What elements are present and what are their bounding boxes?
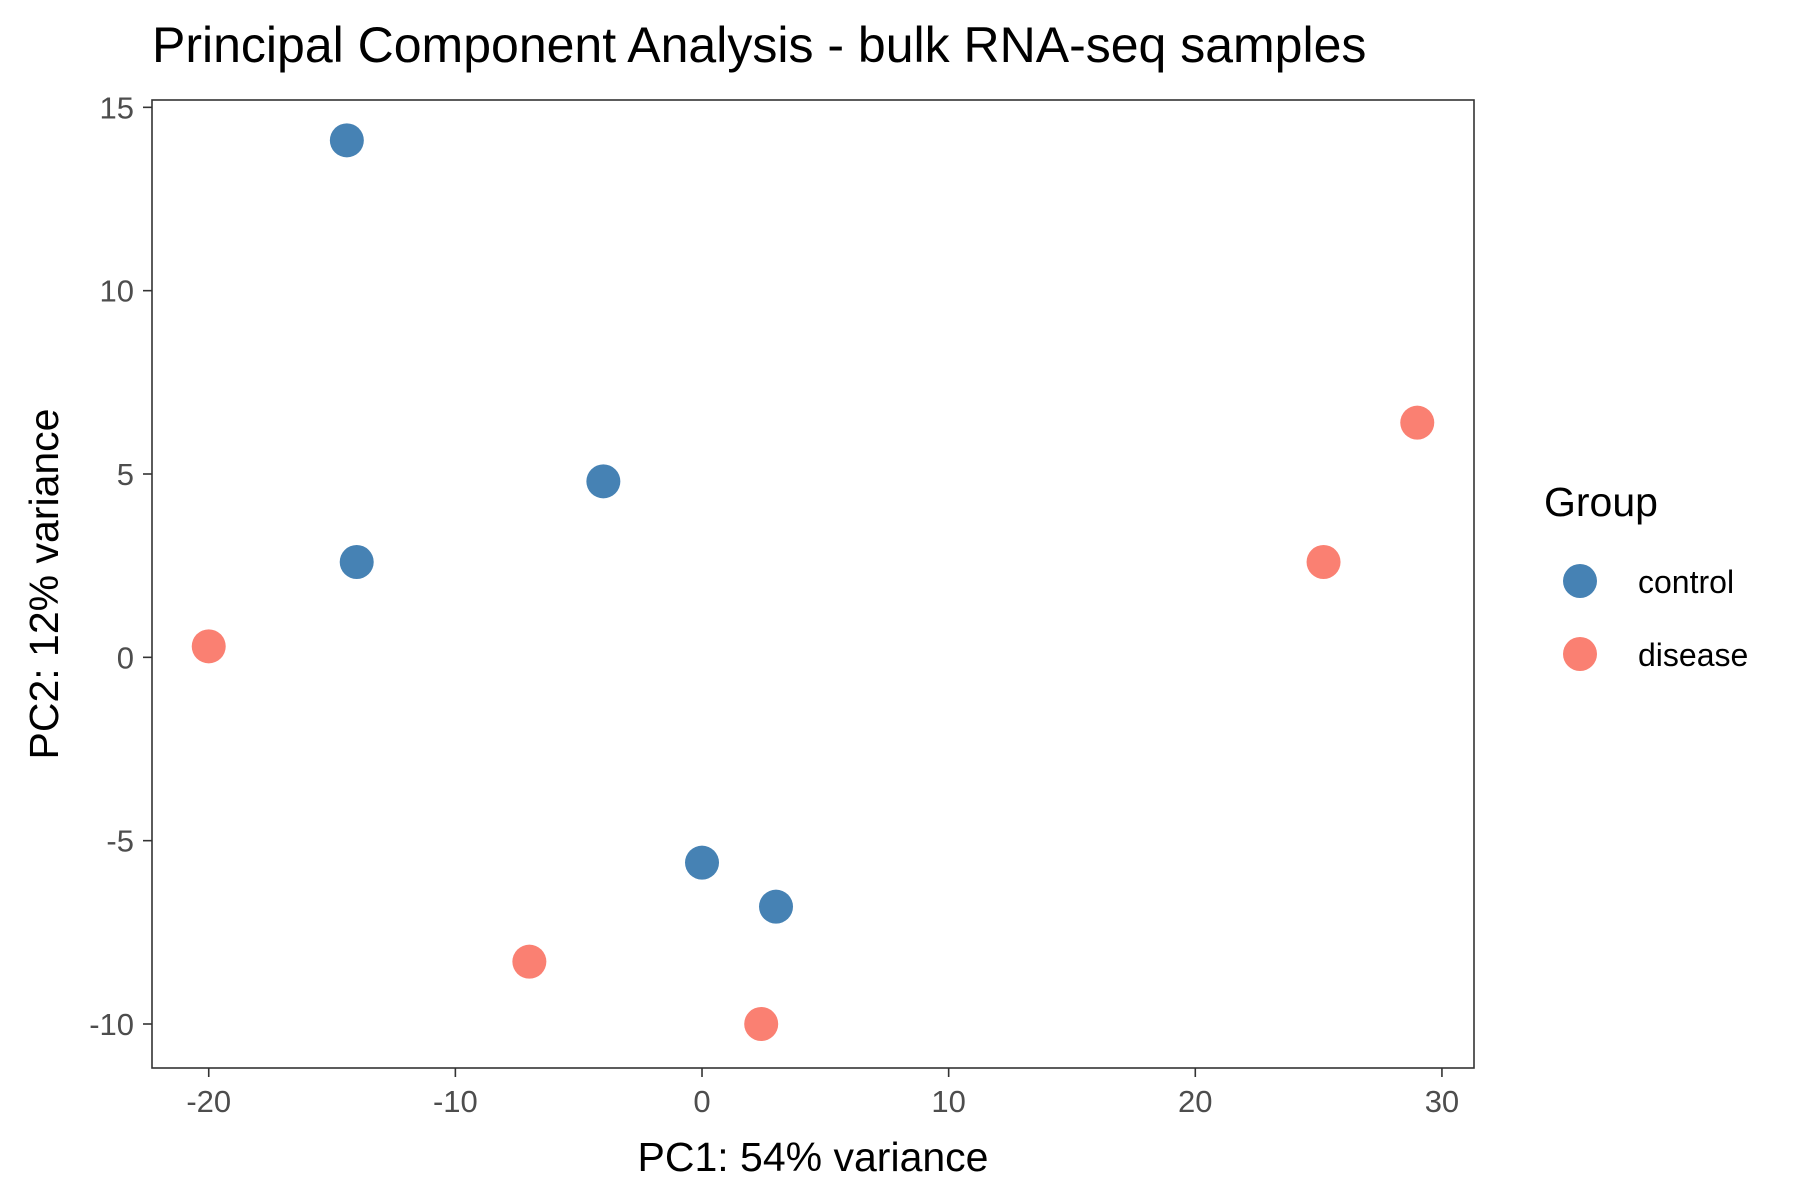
y-tick-label: 0 xyxy=(117,640,134,675)
x-tick-label: -20 xyxy=(186,1084,231,1119)
legend-key-disease xyxy=(1563,637,1597,671)
data-point-disease xyxy=(1400,405,1435,440)
data-point-control xyxy=(759,889,794,924)
y-tick-label: 5 xyxy=(117,457,134,492)
data-point-control xyxy=(586,464,621,499)
y-tick-label: -10 xyxy=(89,1007,134,1042)
x-axis: -20 -10 0 10 20 30 xyxy=(186,1068,1459,1119)
legend-title: Group xyxy=(1544,479,1658,525)
legend-label-disease: disease xyxy=(1638,637,1748,673)
legend-label-control: control xyxy=(1638,564,1734,600)
y-axis-title: PC2: 12% variance xyxy=(21,409,67,760)
y-axis: -10 -5 0 5 10 15 xyxy=(89,90,152,1042)
data-point-disease xyxy=(1306,545,1341,579)
x-tick-label: 10 xyxy=(931,1084,965,1119)
data-point-control xyxy=(339,545,374,579)
data-point-control xyxy=(685,845,720,880)
x-axis-title: PC1: 54% variance xyxy=(638,1134,989,1180)
data-point-disease xyxy=(191,629,226,664)
x-tick-label: 20 xyxy=(1178,1084,1212,1119)
data-point-disease xyxy=(512,944,547,979)
legend-item-control: control xyxy=(1563,564,1734,600)
y-tick-label: 15 xyxy=(100,90,134,125)
data-point-control xyxy=(329,123,364,158)
x-tick-label: 0 xyxy=(693,1084,710,1119)
plot-panel xyxy=(151,99,1475,1069)
legend-item-disease: disease xyxy=(1563,637,1748,673)
y-tick-label: -5 xyxy=(106,824,134,859)
y-tick-label: 10 xyxy=(100,274,134,309)
legend-key-control xyxy=(1563,564,1597,598)
data-point-disease xyxy=(744,1007,779,1041)
x-tick-label: -10 xyxy=(433,1084,478,1119)
chart-title: Principal Component Analysis - bulk RNA-… xyxy=(152,17,1366,73)
legend: Group control disease xyxy=(1544,479,1748,673)
x-tick-label: 30 xyxy=(1425,1084,1459,1119)
data-points xyxy=(191,123,1435,1041)
